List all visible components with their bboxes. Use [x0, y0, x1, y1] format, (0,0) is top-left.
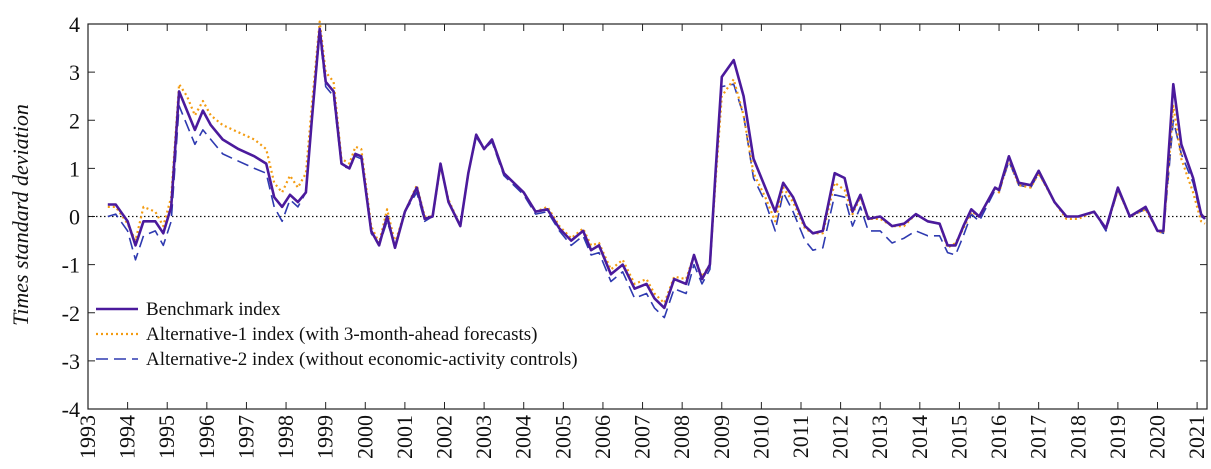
x-tick-label: 2002: [431, 415, 456, 459]
series-line: [107, 20, 1206, 305]
x-tick-label: 1993: [75, 415, 100, 459]
x-tick-label: 1994: [115, 415, 140, 459]
x-tick-label: 2009: [709, 415, 734, 459]
series-line: [107, 27, 1207, 310]
legend-label: Alternative-1 index (with 3-month-ahead …: [146, 324, 537, 345]
x-tick-label: 2003: [471, 415, 496, 459]
plot-frame: [87, 23, 1208, 410]
x-tick-label: 1997: [233, 415, 258, 459]
x-tick-label: 2013: [867, 415, 892, 459]
x-tick-label: 2004: [511, 415, 536, 459]
x-tick-label: 2019: [1105, 415, 1130, 459]
y-tick-label: -1: [62, 253, 80, 278]
x-tick-label: 2008: [669, 415, 694, 459]
y-axis-label: Times standard deviation: [8, 104, 33, 326]
x-tick-label: 2012: [828, 415, 853, 459]
x-tick-label: 1995: [154, 415, 179, 459]
y-tick-label: -2: [62, 301, 80, 326]
y-tick-label: 2: [69, 108, 80, 133]
y-tick-label: 0: [69, 205, 80, 230]
x-tick-label: 1999: [313, 415, 338, 459]
x-tick-label: 2011: [788, 415, 813, 458]
y-tick-label: 1: [69, 156, 80, 181]
x-tick-label: 2016: [986, 415, 1011, 459]
x-tick-label: 2007: [630, 415, 655, 459]
y-tick-label: -4: [62, 397, 80, 422]
x-tick-label: 2018: [1065, 415, 1090, 459]
y-tick-label: 3: [69, 60, 80, 85]
x-tick-label: 1998: [273, 415, 298, 459]
legend-label: Benchmark index: [146, 299, 281, 320]
x-tick-label: 2006: [590, 415, 615, 459]
x-tick-label: 2005: [550, 415, 575, 459]
x-tick-label: 2020: [1144, 415, 1169, 459]
x-tick-label: 2017: [1026, 415, 1051, 459]
x-tick-label: 2015: [946, 415, 971, 459]
x-tick-label: 2021: [1184, 415, 1209, 459]
y-tick-label: 4: [69, 12, 80, 37]
x-tick-label: 2014: [907, 415, 932, 459]
legend-label: Alternative-2 index (without economic-ac…: [146, 349, 578, 370]
x-tick-label: 1996: [194, 415, 219, 459]
y-tick-label: -3: [62, 349, 80, 374]
x-tick-label: 2010: [748, 415, 773, 459]
x-tick-label: 2000: [352, 415, 377, 459]
x-tick-label: 2001: [392, 415, 417, 459]
